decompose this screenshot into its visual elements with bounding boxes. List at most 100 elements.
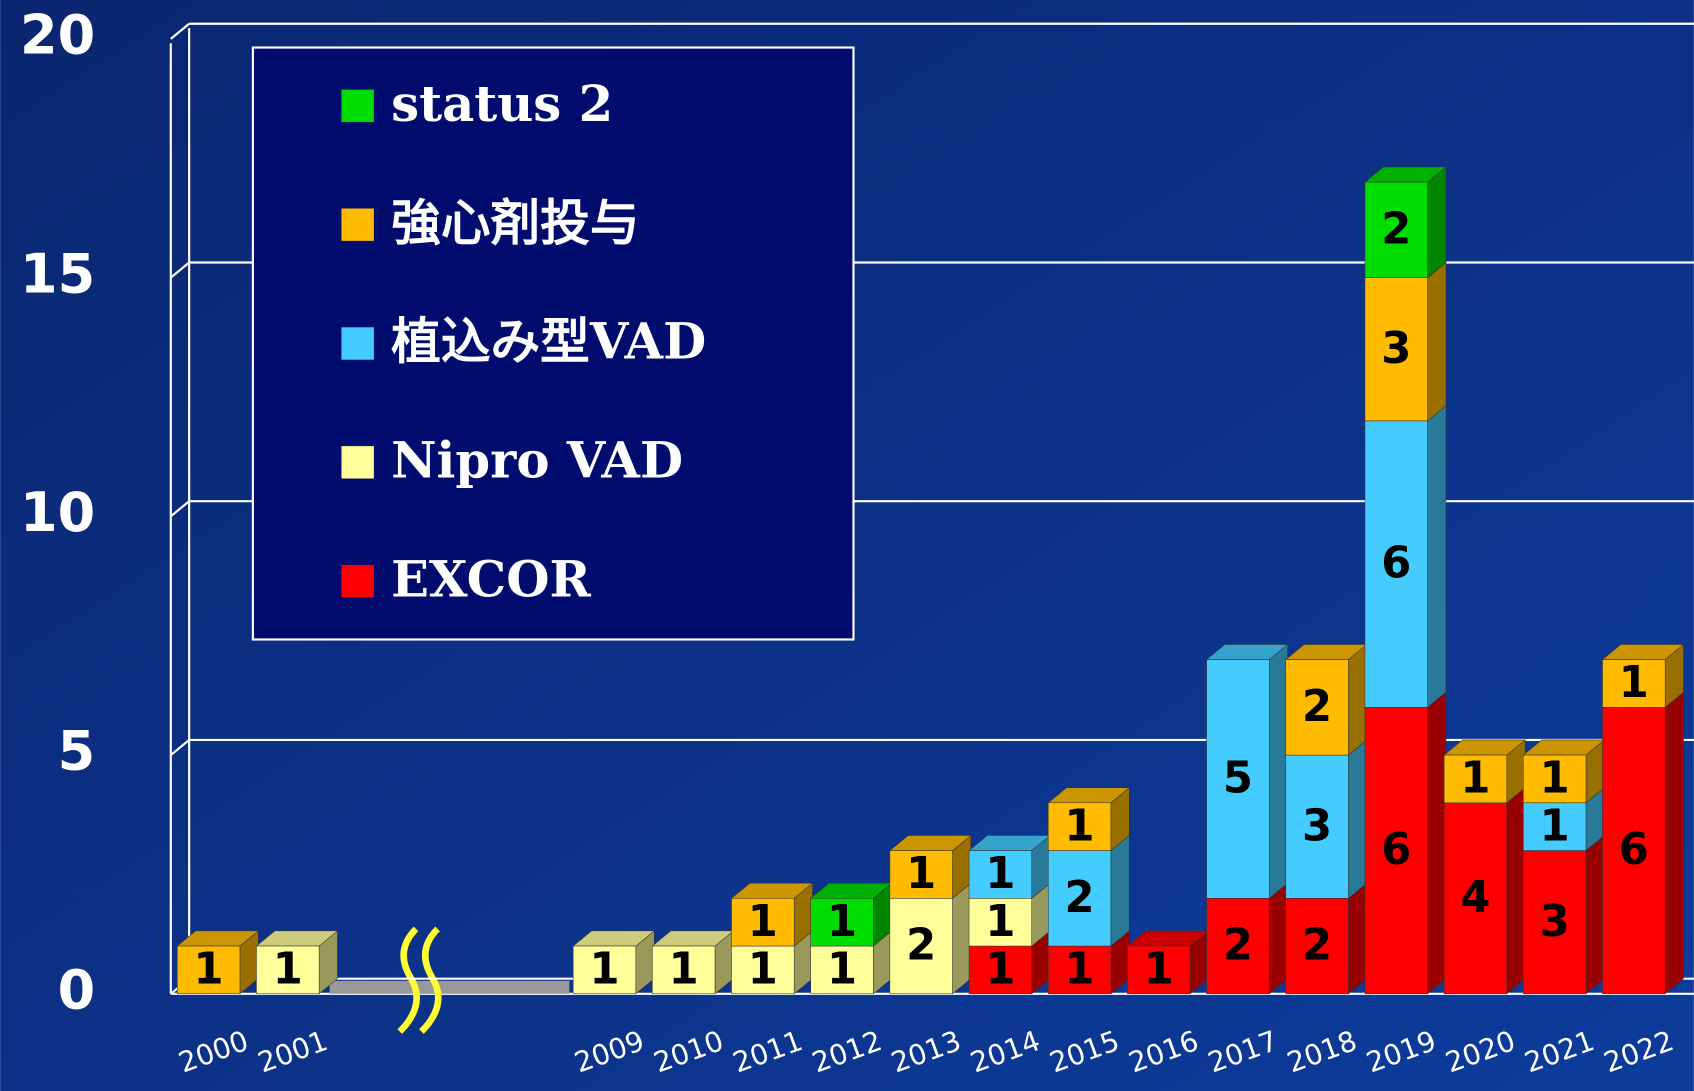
bar-segment [1443,754,1508,804]
bar-side [1268,882,1288,995]
legend-label: EXCOR [391,549,591,608]
bar-side [1427,405,1447,708]
bar-segment [1285,898,1349,995]
bar-segment [1602,659,1666,708]
data-label: 4 [1460,873,1490,923]
bar-segment [1206,659,1270,899]
data-label: 1 [985,849,1015,899]
bar-segment [1047,850,1112,947]
y-tick-label: 10 [20,481,95,544]
bar-segment [256,945,320,995]
tick-mark [170,739,190,756]
y-tick-label: 20 [20,4,95,67]
bar-segment [731,898,795,947]
data-label: 1 [669,945,699,995]
bar-side [1427,691,1447,995]
bar-segment [1364,181,1428,278]
data-label: 2 [1223,921,1253,971]
data-label: 3 [1381,324,1411,374]
bar-side [1427,261,1447,422]
axis-break-bar [329,980,570,994]
bar-segment [1364,420,1428,708]
bar-segment [810,945,874,995]
bar-segment [968,898,1032,947]
data-label: 3 [1540,897,1570,947]
bar-side [1348,882,1368,995]
data-label: 6 [1619,825,1649,875]
legend-swatch [341,446,374,479]
legend-label: 植込み型VAD [391,312,706,371]
data-label: 1 [1065,945,1095,995]
bar-segment [177,945,241,995]
bar-segment [1523,850,1587,995]
bar-segment [1602,707,1666,995]
bar-segment [968,850,1032,899]
legend-swatch [341,89,374,123]
data-label: 2 [1381,205,1411,255]
bar-segment [889,898,953,995]
bar-side [1110,834,1130,947]
bar-segment [889,850,953,899]
tick-mark [170,500,190,518]
bar-segment [731,945,795,995]
bar-side [1664,691,1684,995]
data-label: 1 [748,897,778,947]
bar-segment [1523,802,1587,851]
data-label: 1 [1065,801,1095,851]
data-label: 2 [1302,682,1332,732]
y-tick-label: 15 [20,242,95,305]
data-label: 1 [985,945,1015,995]
legend-swatch [341,327,374,360]
bar-segment [1285,659,1349,756]
data-label: 1 [273,945,303,995]
tick-mark [170,22,190,40]
bar-side [1506,787,1526,995]
data-label: 1 [1540,801,1570,851]
bar-segment [652,945,716,995]
data-label: 2 [1065,873,1095,923]
legend-swatch [341,564,374,598]
bar-segment [1047,945,1112,995]
bar-segment [1443,802,1508,995]
data-label: 2 [1302,921,1332,971]
bar-side [952,882,972,995]
bar-side [1585,834,1605,995]
data-label: 1 [827,897,857,947]
legend-label: status 2 [391,74,613,133]
bar-segment [1285,754,1349,899]
data-label: 1 [827,945,857,995]
bar-segment [1364,707,1428,995]
data-label: 1 [589,945,619,995]
data-label: 1 [1144,945,1174,995]
legend-label: Nipro VAD [391,430,683,489]
bar-side [1348,739,1368,899]
bar-segment [1047,802,1112,851]
bar-segment [1127,945,1191,995]
data-label: 1 [1540,754,1570,804]
bar-side [1348,643,1368,756]
legend-label: 強心剤投与 [391,193,639,252]
data-label: 6 [1381,825,1411,875]
y-tick-label: 5 [58,720,96,783]
tick-mark [170,261,190,279]
bar-side [1268,643,1288,899]
data-label: 5 [1223,754,1253,804]
bar-segment [810,898,874,947]
data-label: 1 [1460,754,1490,804]
data-label: 1 [1619,658,1649,708]
bar-segment [1523,754,1587,804]
data-label: 2 [906,921,936,971]
data-label: 1 [906,849,936,899]
bar-segment [1364,277,1428,422]
data-label: 1 [194,945,224,995]
data-label: 3 [1302,801,1332,851]
bar-segment [1206,898,1270,995]
legend-swatch [341,208,374,241]
data-label: 1 [748,945,778,995]
data-label: 1 [985,897,1015,947]
bar-side [1427,166,1447,279]
data-label: 6 [1381,539,1411,589]
y-tick-label: 0 [58,958,96,1021]
bar-segment [572,945,637,995]
